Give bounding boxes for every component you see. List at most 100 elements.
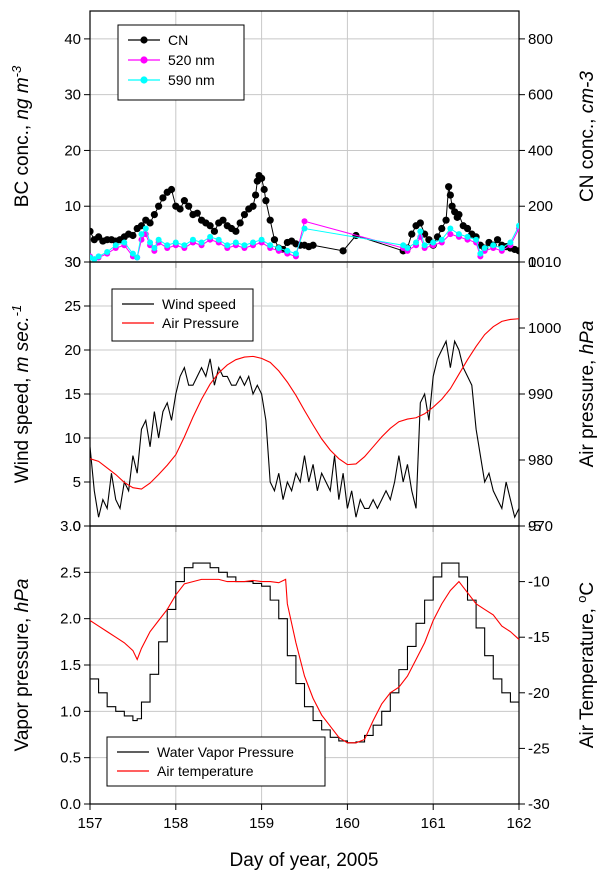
data-point-590-nm — [189, 236, 196, 243]
data-point-cn — [438, 224, 446, 233]
data-point-590-nm — [455, 231, 462, 238]
y-right-axis-title: Air Temperature, oC — [574, 582, 599, 748]
y-left-tick-label: 1.0 — [60, 703, 81, 720]
y-right-tick-label: 980 — [528, 452, 553, 469]
x-tick-label: 157 — [77, 815, 102, 832]
data-point-520-nm — [447, 231, 454, 238]
data-point-cn — [240, 210, 249, 219]
legend-label-520-nm: 520 nm — [168, 52, 215, 68]
data-point-590-nm — [481, 245, 488, 252]
data-point-590-nm — [147, 239, 154, 246]
data-point-cn — [90, 227, 94, 235]
legend-marker-520-nm — [140, 56, 148, 64]
data-point-590-nm — [164, 242, 171, 249]
series-layer — [90, 562, 519, 744]
data-point-cn — [408, 230, 416, 238]
y-left-tick-label: 3.0 — [60, 518, 81, 535]
data-point-cn — [262, 197, 270, 205]
data-point-cn — [232, 227, 240, 235]
legend-label-air-temperature: Air temperature — [157, 763, 254, 779]
y-left-axis-title: Wind speed, m sec.-1 — [9, 305, 34, 483]
data-point-590-nm — [477, 250, 484, 257]
data-point-590-nm — [142, 225, 149, 232]
y-left-tick-label: 1.5 — [60, 657, 81, 674]
y-left-tick-label: 15 — [64, 386, 81, 403]
data-point-590-nm — [292, 250, 299, 257]
data-point-cn — [463, 224, 472, 233]
data-point-cn — [455, 210, 463, 219]
data-point-590-nm — [498, 245, 505, 252]
panel-middle: 0 5 10 15 20 25 30 970 980 990 1000 1010 Wind speed,… — [9, 254, 599, 535]
y-left-tick-label: 0.5 — [60, 750, 81, 767]
data-point-590-nm — [172, 239, 179, 246]
x-tick-label: 161 — [421, 815, 446, 832]
data-point-cn — [210, 227, 219, 235]
legend-marker-590-nm — [140, 76, 148, 84]
data-point-cn — [339, 247, 347, 255]
data-point-590-nm — [207, 233, 214, 240]
data-point-520-nm — [301, 218, 308, 225]
y-left-tick-label: 10 — [64, 430, 81, 447]
legend-marker-cn — [140, 36, 148, 44]
data-point-cn — [416, 219, 424, 227]
legend-box — [117, 24, 245, 101]
data-point-590-nm — [232, 239, 239, 246]
y-right-tick-label: -10 — [528, 574, 550, 591]
data-point-590-nm — [198, 239, 205, 246]
data-point-cn — [260, 185, 268, 194]
data-point-590-nm — [404, 245, 411, 252]
data-point-590-nm — [95, 253, 102, 260]
data-point-cn — [236, 219, 244, 227]
data-point-590-nm — [112, 242, 119, 249]
data-point-590-nm — [438, 236, 445, 243]
data-point-cn — [249, 202, 257, 210]
series-layer — [90, 318, 519, 519]
data-point-590-nm — [284, 247, 291, 254]
data-point-590-nm — [507, 239, 514, 246]
data-point-cn — [193, 209, 201, 217]
y-left-axis-title: BC conc., ng m-3 — [9, 65, 34, 207]
y-left-tick-label: 0 — [73, 518, 81, 535]
data-point-520-nm — [138, 236, 145, 243]
y-right-tick-label: -25 — [528, 740, 550, 757]
x-tick-label: 159 — [249, 815, 274, 832]
y-left-tick-label: 40 — [64, 31, 81, 48]
data-point-cn — [493, 236, 502, 244]
data-point-cn — [446, 191, 454, 199]
legend-box — [106, 736, 326, 787]
data-point-590-nm — [215, 236, 222, 243]
series-layer — [90, 171, 519, 262]
series-line-air-pressure — [90, 318, 519, 490]
y-right-tick-label: 600 — [528, 87, 553, 104]
series-line-air-temperature — [90, 578, 519, 744]
y-left-tick-label: 30 — [64, 254, 81, 271]
y-left-tick-label: 2.0 — [60, 611, 81, 628]
data-point-590-nm — [250, 239, 257, 246]
data-point-590-nm — [301, 225, 308, 232]
data-point-cn — [167, 185, 176, 194]
data-point-cn — [251, 191, 260, 199]
data-point-590-nm — [421, 242, 428, 249]
y-left-tick-label: 10 — [64, 198, 81, 215]
data-point-cn — [159, 194, 167, 202]
legend: Wind speed Air Pressure — [111, 288, 254, 342]
data-point-590-nm — [121, 239, 128, 246]
data-point-590-nm — [224, 242, 231, 249]
x-tick-label: 158 — [163, 815, 188, 832]
y-right-tick-label: -20 — [528, 685, 550, 702]
data-point-cn — [258, 174, 266, 182]
y-right-axis-title: Air pressure, hPa — [577, 321, 598, 468]
data-point-cn — [266, 216, 274, 224]
data-point-590-nm — [129, 250, 136, 257]
data-point-590-nm — [91, 256, 98, 262]
y-right-tick-label: 1000 — [528, 320, 561, 337]
y-right-tick-label: -30 — [528, 796, 550, 813]
data-point-cn — [515, 247, 519, 255]
data-point-cn — [219, 216, 227, 224]
data-point-cn — [206, 222, 214, 230]
x-tick-label: 160 — [335, 815, 360, 832]
y-right-tick-label: 990 — [528, 386, 553, 403]
legend-box — [111, 288, 254, 342]
